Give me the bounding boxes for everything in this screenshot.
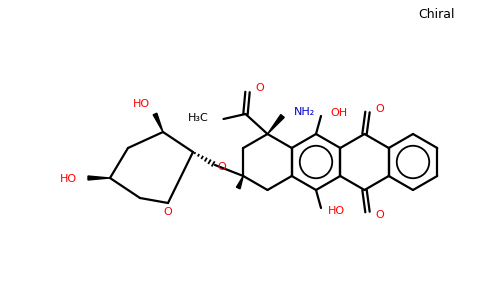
- Polygon shape: [153, 113, 163, 132]
- Text: O: O: [164, 207, 172, 217]
- Text: HO: HO: [328, 206, 345, 216]
- Polygon shape: [88, 176, 110, 180]
- Polygon shape: [268, 115, 284, 134]
- Text: Chiral: Chiral: [419, 8, 455, 22]
- Text: HO: HO: [60, 174, 76, 184]
- Text: NH₂: NH₂: [294, 107, 315, 117]
- Text: O: O: [375, 104, 384, 114]
- Text: HO: HO: [133, 99, 150, 109]
- Text: O: O: [218, 162, 227, 172]
- Text: O: O: [255, 83, 264, 93]
- Text: OH: OH: [331, 108, 348, 118]
- Polygon shape: [236, 176, 243, 189]
- Text: O: O: [375, 210, 384, 220]
- Text: H₃C: H₃C: [188, 113, 209, 123]
